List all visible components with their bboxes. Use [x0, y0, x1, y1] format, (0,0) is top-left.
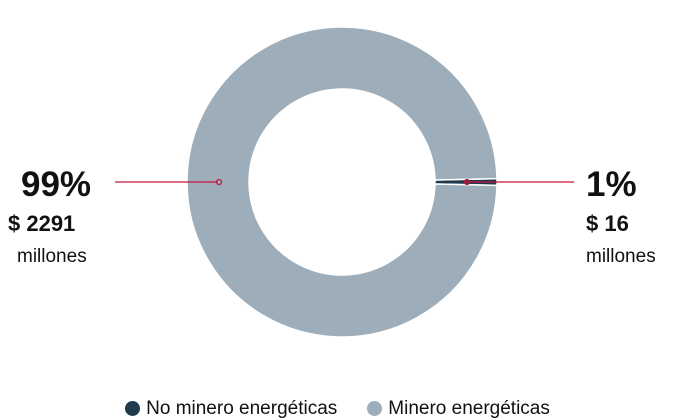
legend-label-minero: Minero energéticas	[388, 398, 550, 419]
legend-marker-minero	[367, 401, 383, 416]
slice-label-amount-minero: $ 2291	[8, 211, 76, 236]
slice-label-percent-minero: 99%	[21, 165, 92, 204]
chart-legend: No minero energéticas Minero energéticas	[0, 399, 675, 418]
minero-leader-marker	[215, 178, 223, 186]
slice-label-unit-minero: millones	[17, 246, 87, 267]
slice-minero	[186, 26, 498, 338]
legend-label-no-minero: No minero energéticas	[146, 398, 338, 419]
legend-item-minero: Minero energéticas	[367, 399, 550, 418]
legend-item-no-minero: No minero energéticas	[125, 399, 337, 418]
legend-marker-no-minero	[125, 401, 141, 416]
no-minero-leader-marker	[463, 178, 471, 186]
slice-label-percent-no-minero: 1%	[586, 165, 637, 204]
slice-label-amount-no-minero: $ 16	[586, 211, 629, 236]
slice-label-unit-no-minero: millones	[586, 246, 656, 267]
